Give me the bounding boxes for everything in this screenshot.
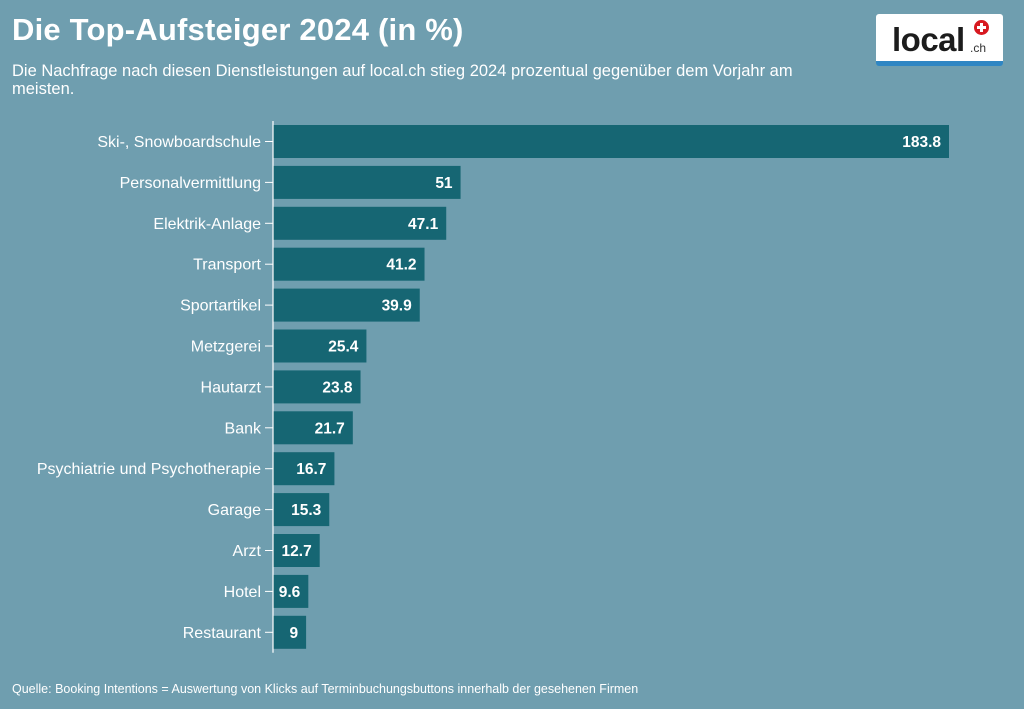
bar: [273, 615, 307, 649]
bar: [273, 125, 949, 158]
bar: [273, 247, 425, 281]
logo-tld: .ch: [970, 41, 987, 55]
swiss-cross-icon: [974, 20, 989, 35]
bar: [273, 329, 367, 363]
category-label: Hotel: [224, 584, 261, 601]
data-label: 51: [435, 175, 453, 192]
data-label: 47.1: [408, 216, 439, 233]
category-label: Metzgerei: [191, 339, 261, 356]
bar: [273, 452, 335, 486]
data-label: 9.6: [279, 584, 301, 601]
category-label: Arzt: [233, 543, 262, 560]
category-label: Restaurant: [183, 625, 262, 642]
source-note: Quelle: Booking Intentions = Auswertung …: [12, 682, 639, 696]
data-label: 21.7: [315, 420, 345, 437]
bar: [273, 206, 447, 240]
category-label: Garage: [208, 502, 261, 519]
category-label: Sportartikel: [180, 298, 261, 315]
data-label: 16.7: [296, 461, 326, 478]
data-label: 23.8: [322, 379, 353, 396]
category-label: Transport: [193, 257, 261, 274]
data-label: 25.4: [328, 339, 359, 356]
logo-wordmark: local: [892, 21, 965, 58]
category-label: Ski-, Snowboardschule: [97, 134, 261, 151]
category-label: Psychiatrie und Psychotherapie: [37, 461, 261, 478]
data-label: 9: [289, 625, 298, 642]
chart-title: Die Top-Aufsteiger 2024 (in %): [12, 12, 464, 47]
category-label: Hautarzt: [201, 379, 262, 396]
data-label: 39.9: [382, 298, 413, 315]
category-label: Elektrik-Anlage: [153, 216, 261, 233]
data-label: 12.7: [282, 543, 312, 560]
category-label: Bank: [225, 420, 262, 437]
bar: [273, 370, 361, 404]
data-label: 15.3: [291, 502, 322, 519]
bar: [273, 411, 353, 445]
bar: [273, 288, 420, 322]
bar: [273, 574, 309, 608]
bar: [273, 165, 461, 199]
category-label: Personalvermittlung: [120, 175, 261, 192]
local-ch-logo: local .ch: [876, 14, 1003, 66]
bar: [273, 534, 320, 567]
bar: [273, 493, 330, 527]
chart-subtitle: Die Nachfrage nach diesen Dienstleistung…: [12, 62, 793, 98]
data-label: 41.2: [386, 257, 416, 274]
data-label: 183.8: [902, 134, 941, 151]
